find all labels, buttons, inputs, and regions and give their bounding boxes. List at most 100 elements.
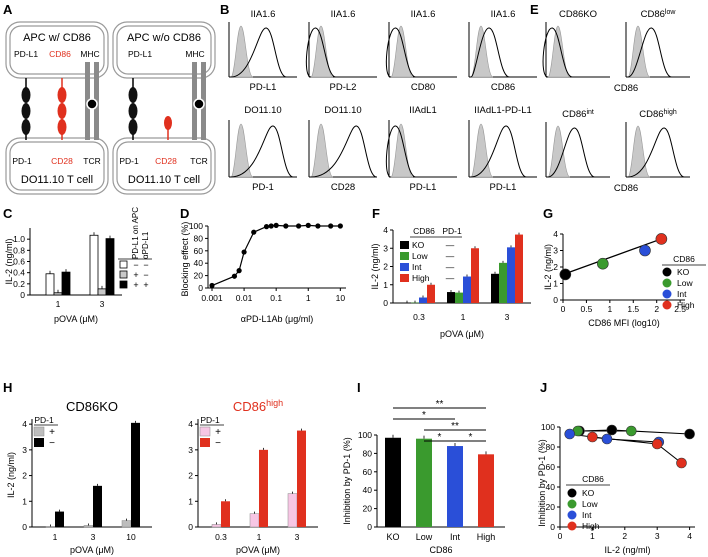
tcell-right-inner: [116, 141, 212, 191]
chart-h-legend-title: PD-1: [34, 415, 54, 425]
chart-j-legend-marker: [567, 488, 577, 498]
chart-d-point: [328, 223, 334, 229]
chart-j-ytick-label: 100: [541, 422, 555, 432]
histogram-xlabel: CD28: [331, 182, 355, 193]
peptide-icon: [86, 98, 98, 110]
chart-j-xtick-label: 1: [590, 531, 595, 541]
chart-c-legend-header: αPD-L1: [141, 231, 150, 259]
chart-h-legend-sign: +: [215, 427, 221, 438]
chart-c-bar: [97, 288, 107, 296]
chart-j-legend-marker: [567, 521, 577, 531]
chart-h-right-ytick-label: 1: [188, 496, 193, 506]
chart-h-xtick-label: 10: [126, 532, 136, 542]
chart-f-ylabel: IL-2 (ng/ml): [370, 243, 380, 289]
tcell-molecule-label: TCR: [190, 156, 207, 166]
chart-i-bar: [447, 446, 463, 527]
chart-h-legend-swatch: [33, 426, 45, 437]
chart-h-right-ytick-label: 2: [188, 471, 193, 481]
chart-f-ytick-label: 3: [383, 243, 388, 253]
histogram-PD-L2-stain-histogram: [305, 27, 337, 78]
chart-h-left-xlabel: pOVA (μM): [70, 545, 114, 555]
chart-c-ytick-label: 0: [20, 290, 25, 300]
apc-molecule-label: PD-L1: [14, 49, 38, 59]
apc-cell-right-inner: [116, 25, 212, 75]
chart-f-legend-label: KO: [412, 240, 425, 250]
histogram-title: DO11.10: [244, 105, 281, 116]
chart-h-bar: [55, 511, 64, 527]
chart-d-ylabel: Blocking effect (%): [180, 222, 190, 297]
chart-g-point-low: [597, 257, 609, 270]
chart-d-point: [251, 229, 257, 235]
chart-f-legend-mark: —: [446, 251, 455, 261]
chart-i-ytick-label: 20: [363, 504, 373, 514]
mhc-molecule-right-tcr: [192, 110, 197, 140]
histogram-PD-L1-stain-histogram: [385, 125, 417, 178]
chart-i-ytick-label: 60: [363, 467, 373, 477]
histogram-cd86-1-isotype-histogram: [627, 25, 651, 78]
chart-i-ytick-label: 100: [358, 430, 372, 440]
histogram-title: IIA1.6: [491, 9, 516, 20]
histogram-CD86-stain-histogram: [470, 27, 510, 78]
tcell-molecule-label: PD-1: [119, 156, 139, 166]
pd1-molecule: [128, 119, 138, 135]
chart-d-ytick-label: 20: [194, 271, 204, 281]
mhc-molecule-right-tcr: [201, 110, 206, 140]
chart-h-bar: [259, 449, 268, 527]
mhc-molecule-left: [85, 62, 90, 122]
chart-h-legend-swatch: [34, 438, 44, 447]
chart-i-ytick-label: 0: [367, 522, 372, 532]
chart-d-ytick-label: 0: [198, 283, 203, 293]
chart-d-xtick-label: 10: [336, 293, 346, 303]
chart-h-left-ytick-label: 4: [22, 419, 27, 429]
chart-f-bar: [463, 276, 471, 303]
apc-title-left: APC w/ CD86: [23, 32, 91, 44]
chart-h-bar: [211, 524, 222, 528]
apc-cell-left-inner: [9, 25, 105, 75]
chart-c-ytick-label: 0.6: [13, 257, 25, 267]
chart-d-xlabel: αPD-L1Ab (μg/ml): [241, 314, 313, 324]
chart-j-legend-marker: [567, 510, 577, 520]
histogram-cd86-0-stain-histogram: [542, 27, 573, 78]
chart-g-fit-line: [565, 238, 662, 275]
cd28-molecule: [164, 116, 172, 130]
histogram-PD-1-isotype-histogram: [230, 123, 254, 178]
chart-j-xtick-label: 2: [622, 531, 627, 541]
chart-i-significance-mark: **: [436, 399, 444, 410]
chart-h-bar: [249, 513, 260, 528]
chart-j-line-int: [569, 433, 659, 443]
histogram-xlabel: PD-L2: [330, 82, 357, 93]
chart-j-legend-label: Low: [582, 499, 598, 509]
chart-h-xtick-label: 3: [295, 532, 300, 542]
histogram-cd86-0-isotype-histogram: [547, 25, 571, 78]
apc-molecule-label: PD-L1: [128, 49, 152, 59]
chart-h-xtick-label: 1: [53, 532, 58, 542]
chart-g-xtick-label: 1.5: [627, 304, 639, 314]
chart-f-legend-swatch: [400, 263, 409, 271]
histogram-cd86-1-stain-histogram: [627, 27, 672, 78]
chart-j-ytick-label: 40: [546, 482, 556, 492]
chart-g-legend-label: High: [677, 300, 695, 310]
chart-d-point: [305, 222, 311, 228]
chart-g-xtick-label: 0: [561, 304, 566, 314]
panel-label-G: G: [543, 206, 553, 221]
chart-f-xtick-label: 3: [505, 312, 510, 322]
chart-h-legend-sign: +: [49, 427, 55, 438]
chart-f-bar: [507, 247, 515, 303]
chart-j-legend-label: High: [582, 521, 600, 531]
histogram-xlabel: PD-L1: [490, 182, 517, 193]
histogram-xlabel: CD86: [491, 82, 515, 93]
histogram-CD28-stain-histogram: [310, 125, 377, 178]
chart-h-left-ytick-label: 1: [22, 496, 27, 506]
chart-j-xtick-label: 3: [655, 531, 660, 541]
chart-c-xtick-label: 3: [100, 299, 105, 309]
chart-j-ytick-label: 60: [546, 462, 556, 472]
histogram-title: IIAdL1-PD-L1: [474, 105, 532, 116]
chart-f-bar: [499, 262, 507, 303]
chart-f-xtick-label: 1: [461, 312, 466, 322]
histogram-cd86-2-isotype-histogram: [547, 125, 571, 178]
chart-i-bar: [478, 454, 494, 527]
chart-d-point: [209, 282, 215, 289]
histogram-title: IIA1.6: [251, 9, 276, 20]
histogram-cd86-2-stain-histogram: [547, 127, 596, 178]
